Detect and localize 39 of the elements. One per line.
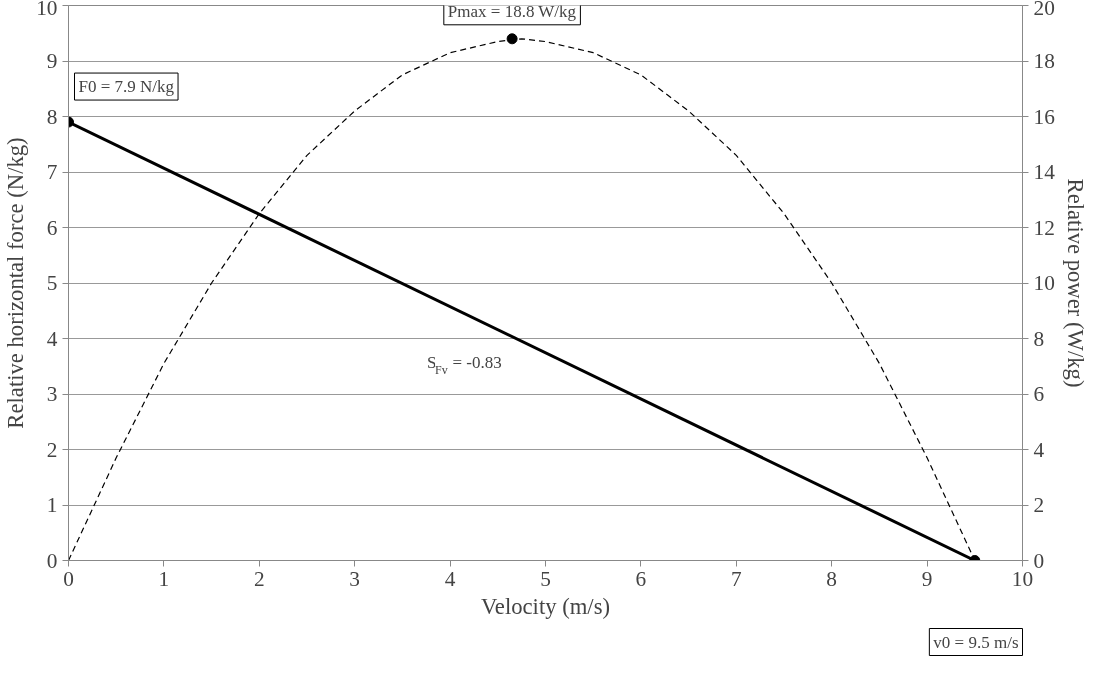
y2-axis-title: Relative power (W/kg) (1062, 178, 1088, 388)
y2-tick-label: 2 (1033, 493, 1045, 517)
x-axis-title: Velocity (m/s) (481, 593, 611, 619)
y-tick-label: 10 (36, 0, 58, 20)
x-tick-label: 2 (253, 566, 265, 591)
x-tick-label: 5 (540, 566, 551, 591)
x-tick-label: 3 (349, 566, 361, 591)
y-tick-label: 8 (46, 104, 58, 129)
y-tick-label: 3 (46, 382, 58, 406)
y-axis-title: Relative horizontal force (N/kg) (3, 137, 29, 429)
x-tick-label: 4 (444, 566, 456, 591)
x-tick-label: 0 (63, 566, 74, 591)
y-tick-label: 6 (46, 215, 58, 240)
x-tick-label: 7 (730, 566, 742, 591)
y2-tick-label: 8 (1033, 326, 1045, 351)
y2-tick-label: 14 (1033, 160, 1056, 184)
annotation: Pmax = 18.8 W/kg (447, 1, 577, 21)
y2-tick-label: 10 (1033, 271, 1055, 295)
y2-tick-label: 4 (1033, 437, 1045, 462)
y2-tick-label: 6 (1033, 382, 1045, 406)
y2-tick-label: 18 (1033, 49, 1055, 73)
y2-tick-label: 0 (1033, 548, 1045, 573)
y-tick-label: 2 (46, 437, 58, 462)
y2-tick-label: 12 (1033, 215, 1055, 240)
text: v0 = 9.5 m/s (933, 632, 1019, 652)
y-tick-label: 7 (46, 160, 58, 184)
x-tick-label: 1 (158, 566, 170, 591)
x-tick-label: 9 (921, 566, 933, 591)
y-tick-label: 4 (46, 326, 58, 351)
y-tick-label: 0 (46, 548, 58, 573)
x-tick-label: 8 (826, 566, 838, 591)
y-tick-label: 5 (46, 271, 58, 295)
annotation: F0 = 7.9 N/kg (78, 77, 175, 97)
y-tick-label: 9 (46, 49, 58, 73)
y2-tick-label: 20 (1033, 0, 1055, 20)
y-tick-label: 1 (46, 493, 58, 517)
x-tick-label: 10 (1011, 566, 1034, 591)
x-tick-label: 6 (635, 566, 647, 591)
y2-tick-label: 16 (1033, 104, 1056, 129)
